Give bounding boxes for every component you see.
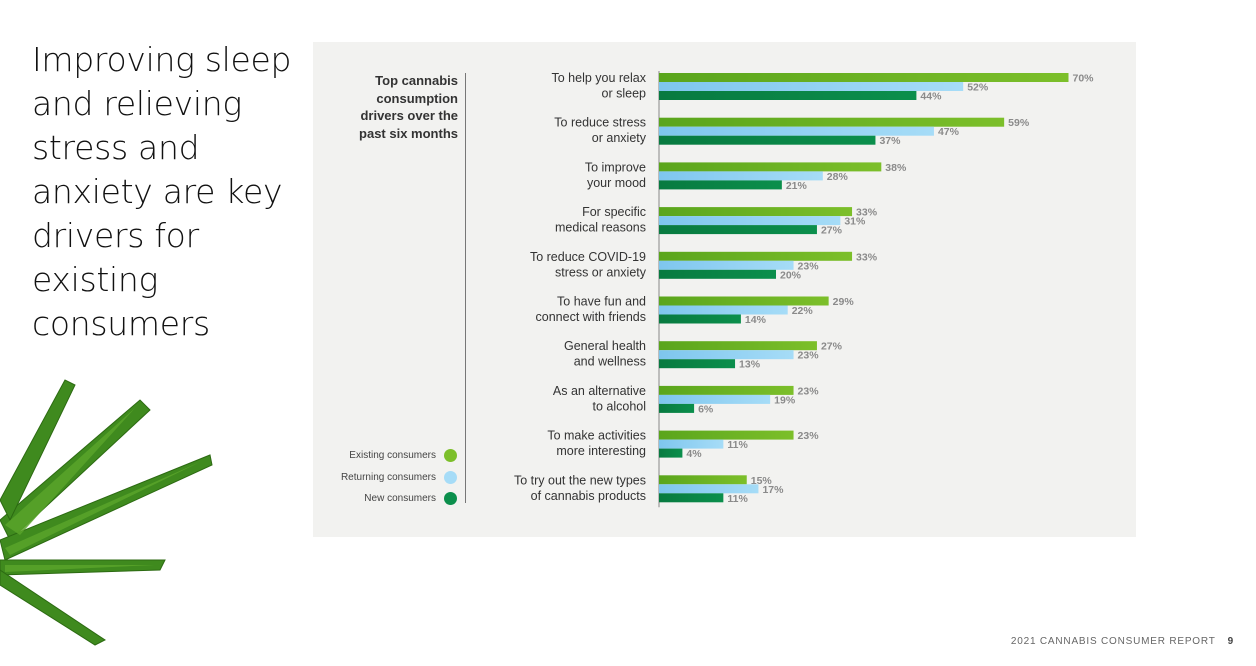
bar-new: [659, 359, 736, 369]
footer-report-title: 2021 CANNABIS CONSUMER REPORT: [1010, 636, 1216, 647]
bar-existing: [659, 430, 794, 440]
bar-returning: [659, 171, 823, 181]
bar-returning: [659, 350, 794, 360]
data-label-new: 13%: [739, 359, 761, 371]
bar-returning: [659, 260, 794, 270]
bar-existing: [659, 341, 817, 351]
category-label: medical reasons: [555, 221, 646, 235]
category-label: more interesting: [556, 444, 646, 458]
category-label: stress or anxiety: [555, 265, 647, 279]
legend-label-new: New consumers: [364, 492, 436, 504]
data-label-new: 44%: [920, 91, 942, 103]
data-label-returning: 22%: [792, 305, 814, 317]
bar-existing: [659, 385, 794, 395]
data-label-new: 14%: [745, 314, 767, 326]
bar-new: [659, 180, 782, 190]
legend-label-existing: Existing consumers: [349, 449, 436, 461]
bar-returning: [659, 126, 934, 136]
category-label: connect with friends: [536, 310, 646, 324]
bar-new: [659, 135, 876, 145]
category-label: To try out the new types: [514, 473, 646, 487]
bar-returning: [659, 305, 788, 315]
bar-returning: [659, 484, 759, 494]
category-label: To have fun and: [557, 295, 646, 309]
category-label: To reduce stress: [554, 116, 646, 130]
legend-item-new: New consumers: [364, 491, 457, 505]
legend-label-returning: Returning consumers: [340, 471, 436, 483]
legend-item-existing: Existing consumers: [349, 448, 457, 462]
data-label-returning: 52%: [967, 82, 989, 94]
bar-existing: [659, 117, 1005, 127]
bar-returning: [659, 439, 724, 449]
category-label: to alcohol: [592, 399, 646, 413]
category-label: For specific: [582, 205, 646, 219]
bar-returning: [659, 216, 841, 226]
data-label-new: 4%: [686, 448, 702, 460]
category-label: your mood: [587, 176, 646, 190]
bar-new: [659, 269, 776, 279]
data-label-existing: 27%: [821, 341, 843, 353]
bar-new: [659, 314, 741, 324]
legend-swatch-existing: [444, 448, 457, 462]
bar-existing: [659, 296, 829, 306]
bar-new: [659, 225, 817, 235]
data-label-existing: 33%: [856, 251, 878, 263]
bar-existing: [659, 207, 853, 217]
page-number: 9: [1227, 636, 1234, 647]
chart-title: Top cannabis consumption drivers over th…: [359, 73, 458, 141]
data-label-existing: 38%: [885, 162, 907, 174]
data-label-returning: 47%: [938, 126, 960, 138]
data-label-returning: 23%: [798, 260, 820, 272]
data-label-existing: 33%: [856, 207, 878, 219]
bar-new: [659, 91, 917, 100]
bar-returning: [659, 394, 771, 404]
category-label: or sleep: [602, 87, 647, 101]
data-label-existing: 15%: [751, 475, 773, 487]
legend-swatch-new: [444, 491, 457, 505]
category-label: General health: [564, 339, 646, 353]
bar-existing: [659, 475, 747, 485]
legend-swatch-returning: [444, 470, 457, 484]
bar-new: [659, 403, 695, 413]
data-label-new: 27%: [821, 225, 843, 237]
bar-new: [659, 493, 724, 503]
data-label-new: 6%: [698, 403, 714, 415]
data-label-existing: 29%: [833, 296, 855, 308]
data-label-returning: 11%: [727, 439, 748, 451]
data-label-new: 20%: [780, 269, 802, 281]
category-label: As an alternative: [553, 384, 646, 398]
headline: Improving sleep and relieving stress and…: [32, 40, 292, 343]
data-label-existing: 23%: [798, 385, 820, 397]
category-label: To improve: [585, 160, 646, 174]
data-label-returning: 31%: [844, 216, 866, 228]
category-label: and wellness: [574, 355, 646, 369]
category-label: To make activities: [547, 429, 646, 443]
bar-existing: [659, 162, 882, 172]
data-label-new: 11%: [727, 493, 748, 505]
data-label-existing: 70%: [1073, 73, 1095, 85]
footer: 2021 CANNABIS CONSUMER REPORT 9: [1011, 636, 1234, 647]
bar-new: [659, 448, 683, 458]
data-label-new: 21%: [786, 180, 808, 192]
data-label-new: 37%: [879, 135, 901, 147]
data-label-returning: 19%: [774, 394, 796, 406]
bar-returning: [659, 82, 964, 91]
category-label: of cannabis products: [531, 489, 646, 503]
data-label-existing: 23%: [798, 430, 820, 442]
category-label: To reduce COVID-19: [530, 250, 646, 264]
data-label-returning: 17%: [762, 484, 784, 496]
chart-divider: [465, 73, 466, 503]
data-label-returning: 28%: [827, 171, 849, 183]
data-label-returning: 23%: [798, 350, 820, 362]
data-label-existing: 59%: [1008, 117, 1030, 129]
bar-existing: [659, 251, 853, 261]
cannabis-leaf-image: [0, 379, 213, 646]
bar-existing: [659, 73, 1069, 82]
category-label: To help you relax: [551, 71, 646, 85]
legend-item-returning: Returning consumers: [341, 470, 457, 484]
category-label: or anxiety: [592, 131, 647, 145]
